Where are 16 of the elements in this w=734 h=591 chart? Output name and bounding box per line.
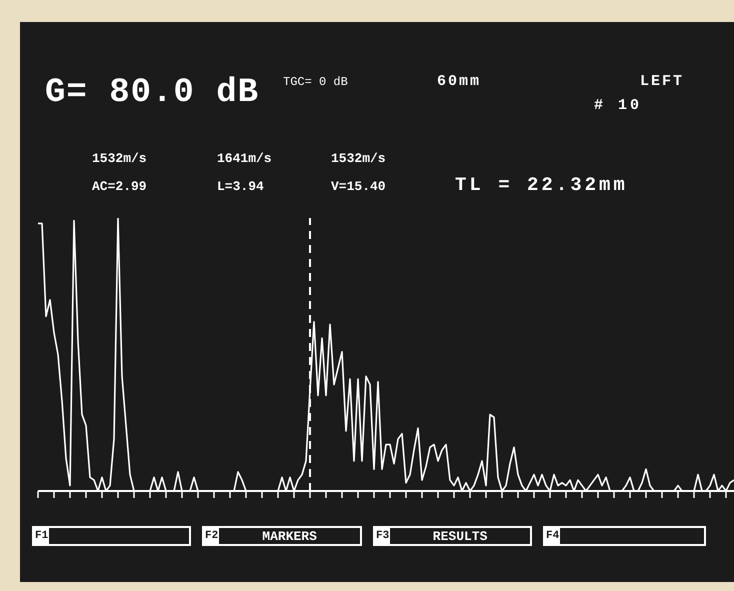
text: # 10 <box>594 97 642 114</box>
text: L=3.94 <box>217 179 264 194</box>
text: V=15.40 <box>331 179 386 194</box>
function-key-button: F4 <box>543 526 706 546</box>
text: G= 80.0 dB <box>45 74 260 112</box>
function-key-button: F1 <box>32 526 191 546</box>
text: 1532m/s <box>92 151 147 166</box>
text: 1532m/s <box>331 151 386 166</box>
text: TL = 22.32mm <box>455 174 628 196</box>
text: LEFT <box>640 73 684 90</box>
text: 1641m/s <box>217 151 272 166</box>
text: TGC= 0 dB <box>283 75 348 89</box>
function-key-button: F3 RESULTS <box>373 526 532 546</box>
function-key-button: F2 MARKERS <box>202 526 362 546</box>
text: AC=2.99 <box>92 179 147 194</box>
text: 60mm <box>437 73 482 90</box>
